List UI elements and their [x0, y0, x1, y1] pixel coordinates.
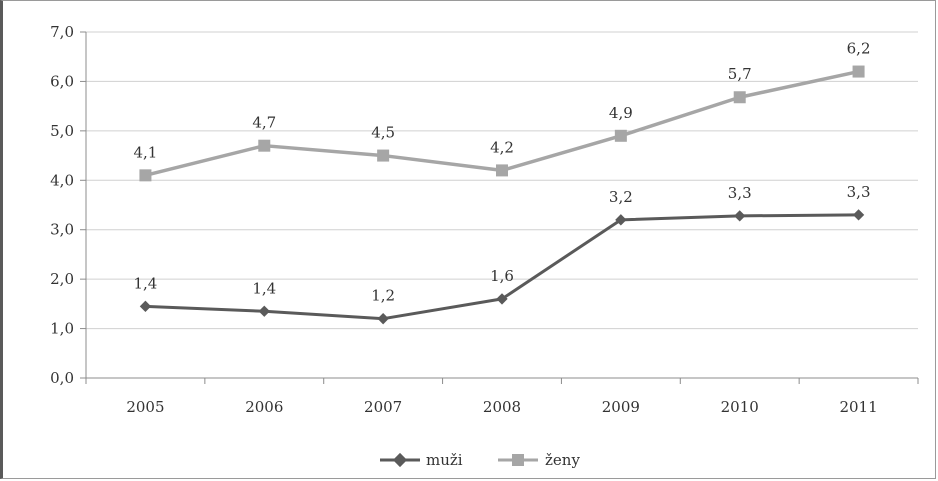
data-point-muzi [496, 293, 508, 305]
data-label-muzi: 3,3 [728, 184, 752, 202]
data-label-muzi: 3,3 [847, 183, 871, 201]
data-label-zeny: 4,7 [252, 114, 276, 132]
gridlines [86, 31, 918, 330]
x-tick-label: 2010 [721, 398, 759, 416]
legend-marker-muzi [392, 452, 408, 468]
data-point-muzi [377, 313, 389, 325]
x-tick-label: 2009 [602, 398, 640, 416]
data-point-zeny [377, 149, 390, 162]
data-label-muzi: 1,4 [252, 279, 276, 297]
data-label-muzi: 1,6 [490, 267, 514, 285]
y-tick-label: 7,0 [50, 23, 74, 41]
series-layer: 1,4 1,4 1,2 1,6 3,2 3,3 3,3 4,1 4,7 4,5 4,2 4,9 5,7 6… [133, 40, 871, 325]
y-tick-label: 0,0 [50, 369, 74, 387]
data-point-zeny [733, 91, 746, 104]
data-label-muzi: 3,2 [609, 188, 633, 206]
data-point-zeny [496, 164, 508, 177]
axes [80, 31, 919, 384]
data-point-zeny [852, 65, 865, 78]
data-label-muzi: 1,4 [133, 274, 157, 292]
data-label-muzi: 1,2 [371, 287, 395, 305]
y-axis-tick-labels: 0,0 1,0 2,0 3,0 4,0 5,0 6,0 7,0 [50, 23, 74, 387]
data-label-zeny: 4,1 [133, 143, 157, 161]
data-point-zeny [614, 129, 627, 142]
x-tick-label: 2006 [245, 398, 283, 416]
x-axis-tick-labels: 2005 2006 2007 2008 2009 2010 2011 [126, 398, 877, 416]
data-point-muzi [852, 209, 865, 221]
y-tick-label: 3,0 [50, 221, 74, 239]
data-label-zeny: 4,5 [371, 124, 395, 142]
data-point-muzi [139, 300, 152, 312]
data-point-muzi [615, 214, 627, 226]
data-point-muzi [258, 305, 270, 317]
legend-label-muzi: muži [426, 451, 463, 469]
data-label-zeny: 6,2 [847, 40, 871, 58]
data-label-zeny: 4,2 [490, 138, 514, 156]
x-tick-label: 2007 [364, 398, 402, 416]
y-tick-label: 1,0 [50, 320, 74, 338]
data-label-zeny: 4,9 [609, 104, 633, 122]
y-tick-label: 6,0 [50, 72, 74, 90]
y-tick-label: 4,0 [50, 171, 74, 189]
y-tick-label: 5,0 [50, 122, 74, 140]
y-tick-label: 2,0 [50, 270, 74, 288]
legend-label-zeny: ženy [545, 451, 580, 469]
legend: muži ženy [380, 451, 580, 469]
data-label-zeny: 5,7 [728, 65, 752, 83]
x-tick-label: 2011 [839, 398, 877, 416]
data-point-muzi [734, 210, 746, 222]
data-point-zeny [258, 139, 271, 152]
x-tick-label: 2005 [126, 398, 164, 416]
x-tick-label: 2008 [483, 398, 521, 416]
data-point-zeny [139, 169, 152, 182]
legend-marker-zeny [512, 454, 524, 466]
